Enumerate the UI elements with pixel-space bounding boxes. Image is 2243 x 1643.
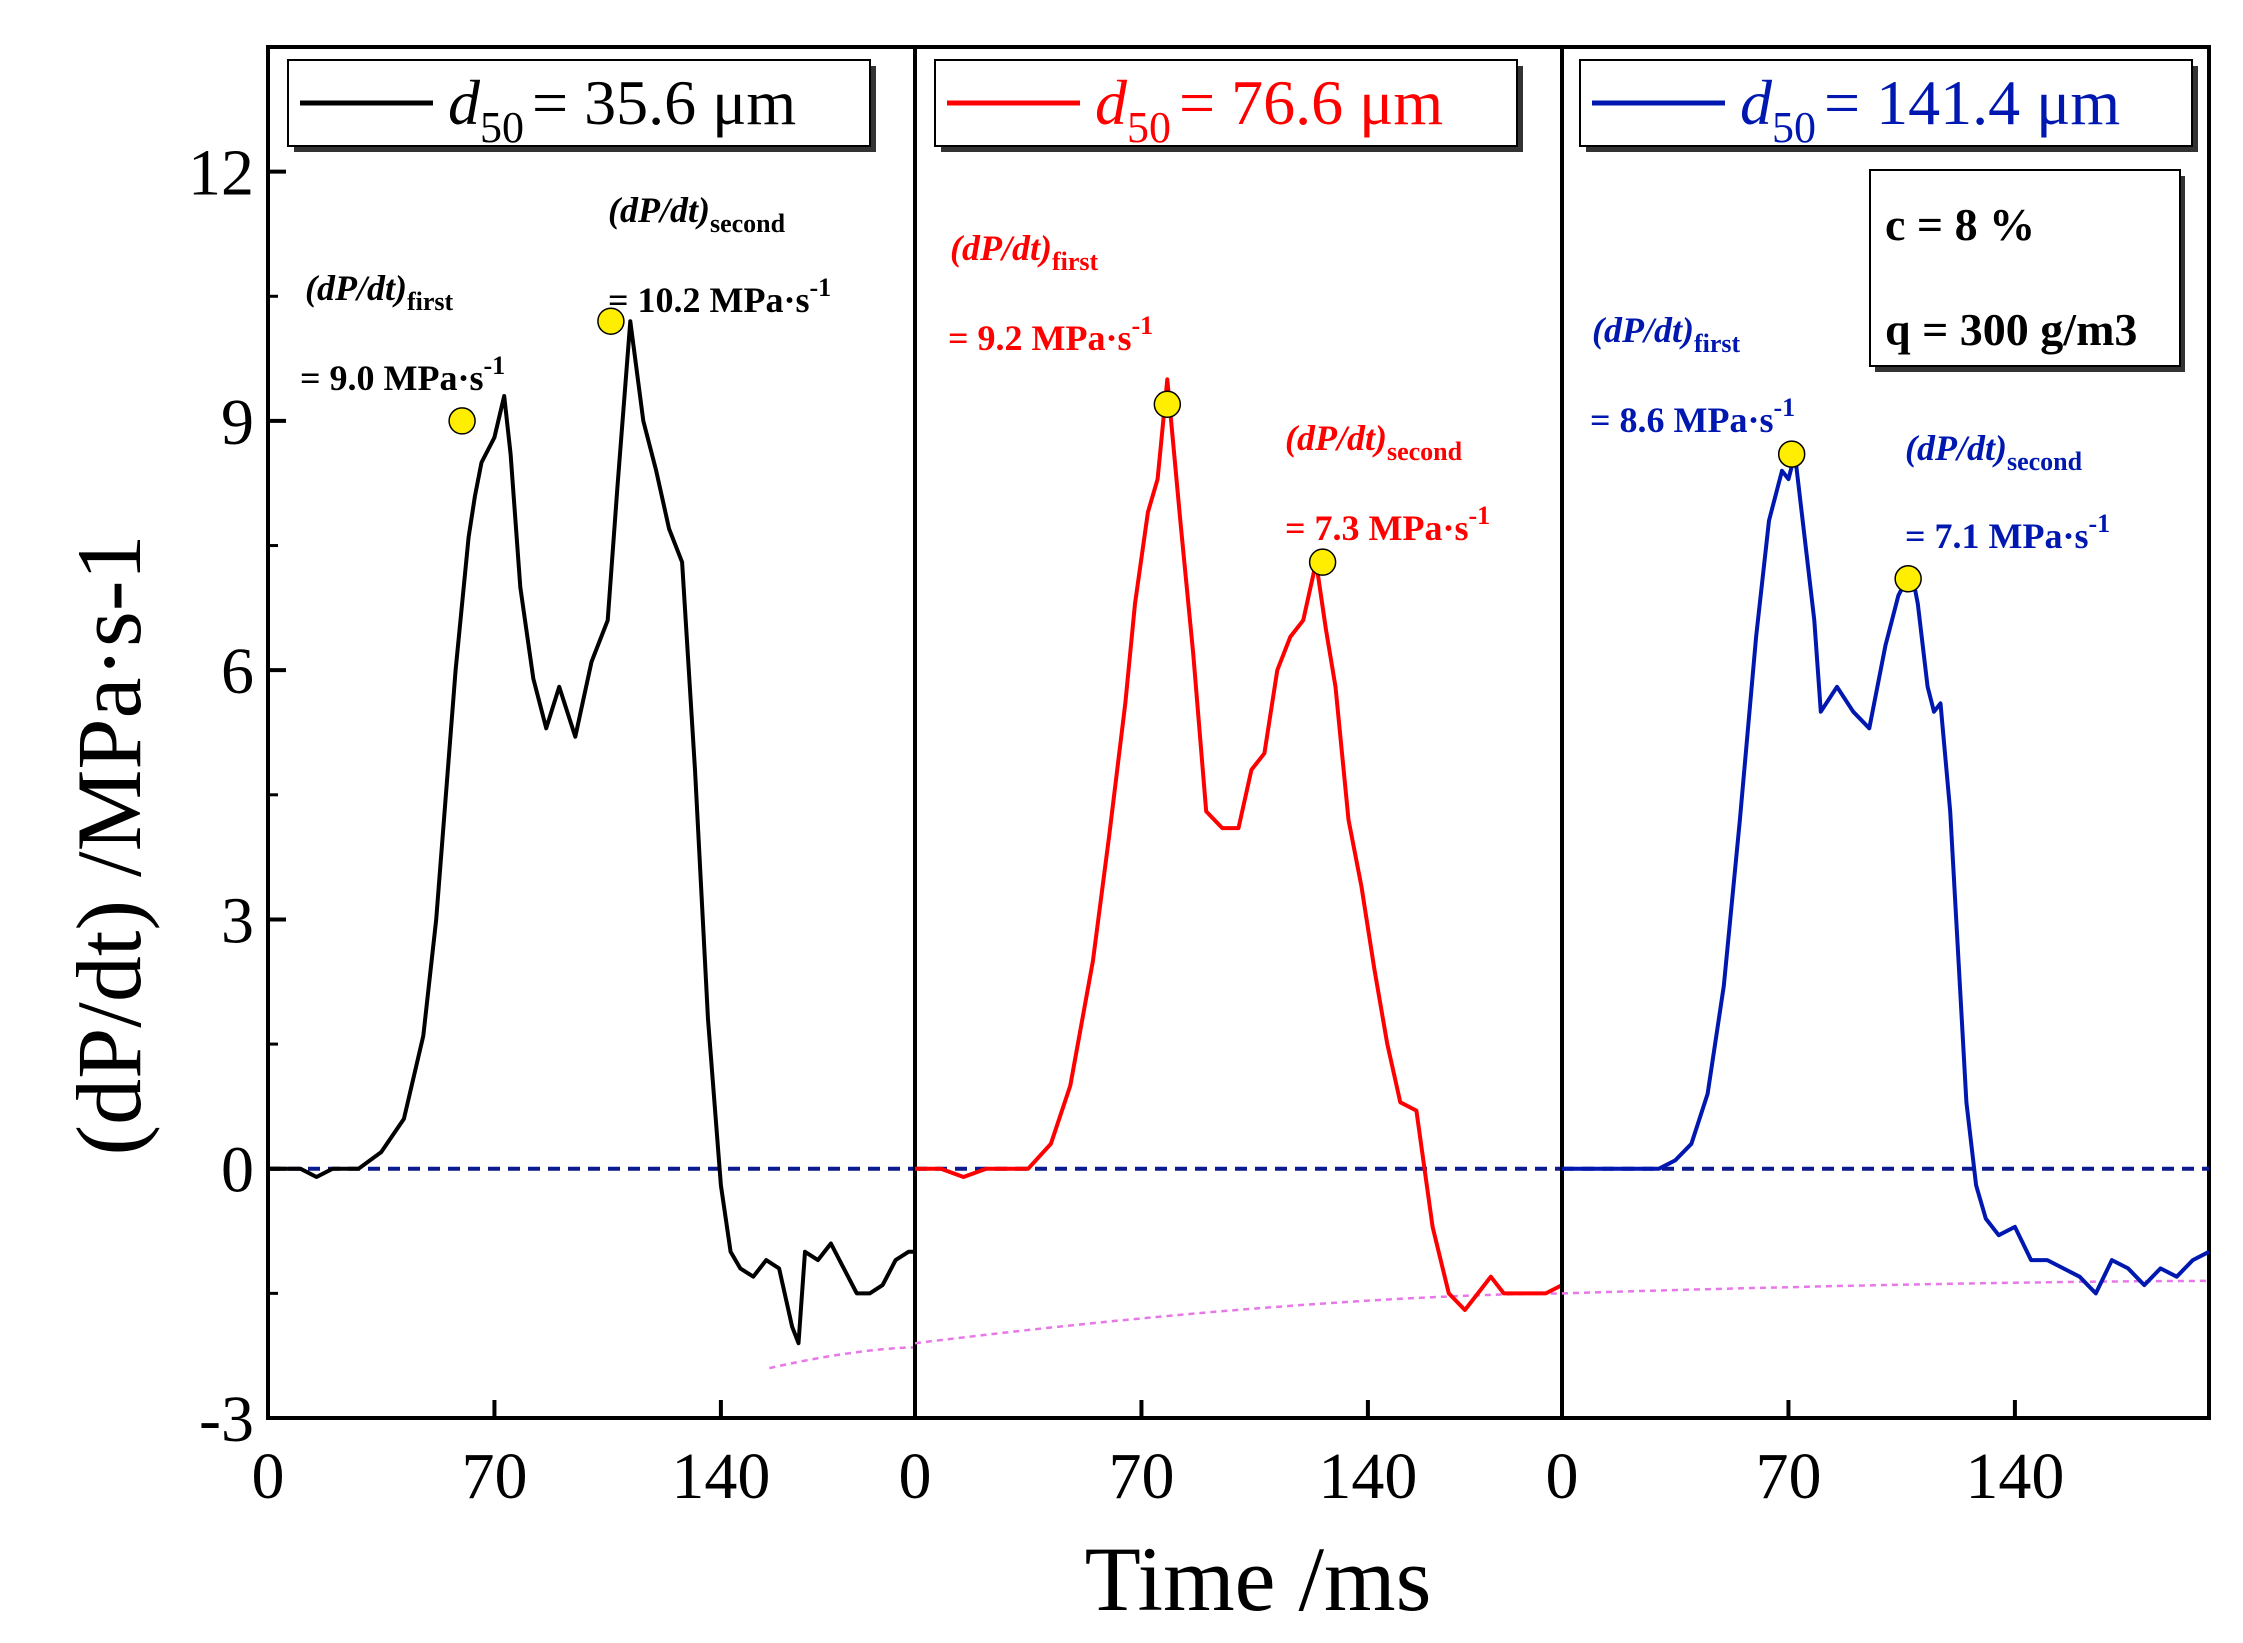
second-peak-marker: [1308, 548, 1337, 576]
panel-frame: [1560, 45, 2211, 1420]
y-tick-label: 3: [221, 884, 254, 957]
panel-2: 0 70 140 d50 = 76.6 μm (dP/dt)first = 9.2 MPa·…: [899, 45, 1564, 1513]
conditions-frame: [1869, 169, 2181, 367]
x-axis-title: Time /ms: [1085, 1528, 1432, 1630]
plot-panels: 0 70 140 d50 = 35.6 μm (dP/dt)first = 9.0 MPa·…: [252, 45, 2211, 1513]
first-peak-value: = 9.2 MPa·s-1: [948, 311, 1153, 358]
panel-1: 0 70 140 d50 = 35.6 μm (dP/dt)first = 9.0 MPa·…: [252, 45, 917, 1513]
x-tick-label: 0: [252, 1440, 285, 1513]
series-line: [268, 319, 915, 1346]
x-tick-label: 140: [1965, 1440, 2064, 1513]
second-peak-label: (dP/dt)second: [608, 190, 786, 238]
first-peak-marker: [1153, 390, 1182, 419]
y-axis: -3 0 3 6 9 12: [188, 137, 286, 1456]
x-tick-label: 70: [1108, 1440, 1174, 1513]
conditions-box: c = 8 % q = 300 g/m3: [1869, 169, 2185, 372]
x-tick-label: 140: [671, 1440, 770, 1513]
x-tick-label: 0: [1546, 1440, 1579, 1513]
reference-curve: [769, 1346, 916, 1370]
first-peak-value: = 9.0 MPa·s-1: [300, 351, 505, 398]
y-tick-label: 0: [221, 1134, 254, 1207]
legend: d50 = 76.6 μm: [934, 59, 1523, 152]
first-peak-marker: [448, 407, 476, 435]
legend-label: d50 = 35.6 μm: [448, 67, 796, 152]
second-peak-marker: [1894, 565, 1922, 593]
x-tick-label: 70: [1755, 1440, 1821, 1513]
y-axis-title: (dP/dt) /MPa·s-1: [58, 535, 160, 1156]
second-peak-label: (dP/dt)second: [1285, 418, 1463, 466]
second-peak-value: = 10.2 MPa·s-1: [608, 273, 831, 320]
legend-label: d50 = 141.4 μm: [1740, 67, 2120, 152]
first-peak-label: (dP/dt)first: [950, 228, 1099, 276]
concentration-label: c = 8 %: [1885, 199, 2035, 250]
first-peak-label: (dP/dt)first: [305, 268, 454, 316]
second-peak-label: (dP/dt)second: [1905, 428, 2083, 476]
x-tick-label: 70: [461, 1440, 527, 1513]
first-peak-label: (dP/dt)first: [1592, 310, 1741, 358]
second-peak-value: = 7.1 MPa·s-1: [1905, 509, 2110, 556]
legend: d50 = 141.4 μm: [1579, 59, 2198, 152]
y-tick-label: 6: [221, 635, 254, 708]
second-peak-value: = 7.3 MPa·s-1: [1285, 501, 1490, 548]
x-tick-label: 0: [899, 1440, 932, 1513]
first-peak-marker: [1777, 440, 1806, 468]
panel-3: 0 70 140 d50 = 141.4 μm (dP/dt)first = 8.6 MPa…: [1546, 45, 2211, 1513]
series-line: [915, 377, 1563, 1312]
mass-concentration-label: q = 300 g/m3: [1885, 304, 2137, 355]
second-peak-marker: [597, 307, 625, 335]
first-peak-value: = 8.6 MPa·s-1: [1590, 393, 1795, 440]
legend: d50 = 35.6 μm: [287, 59, 876, 152]
legend-label: d50 = 76.6 μm: [1095, 67, 1443, 152]
y-tick-label: 9: [221, 386, 254, 459]
y-tick-label: 12: [188, 137, 254, 210]
x-tick-label: 140: [1318, 1440, 1417, 1513]
y-tick-label: -3: [199, 1383, 254, 1456]
